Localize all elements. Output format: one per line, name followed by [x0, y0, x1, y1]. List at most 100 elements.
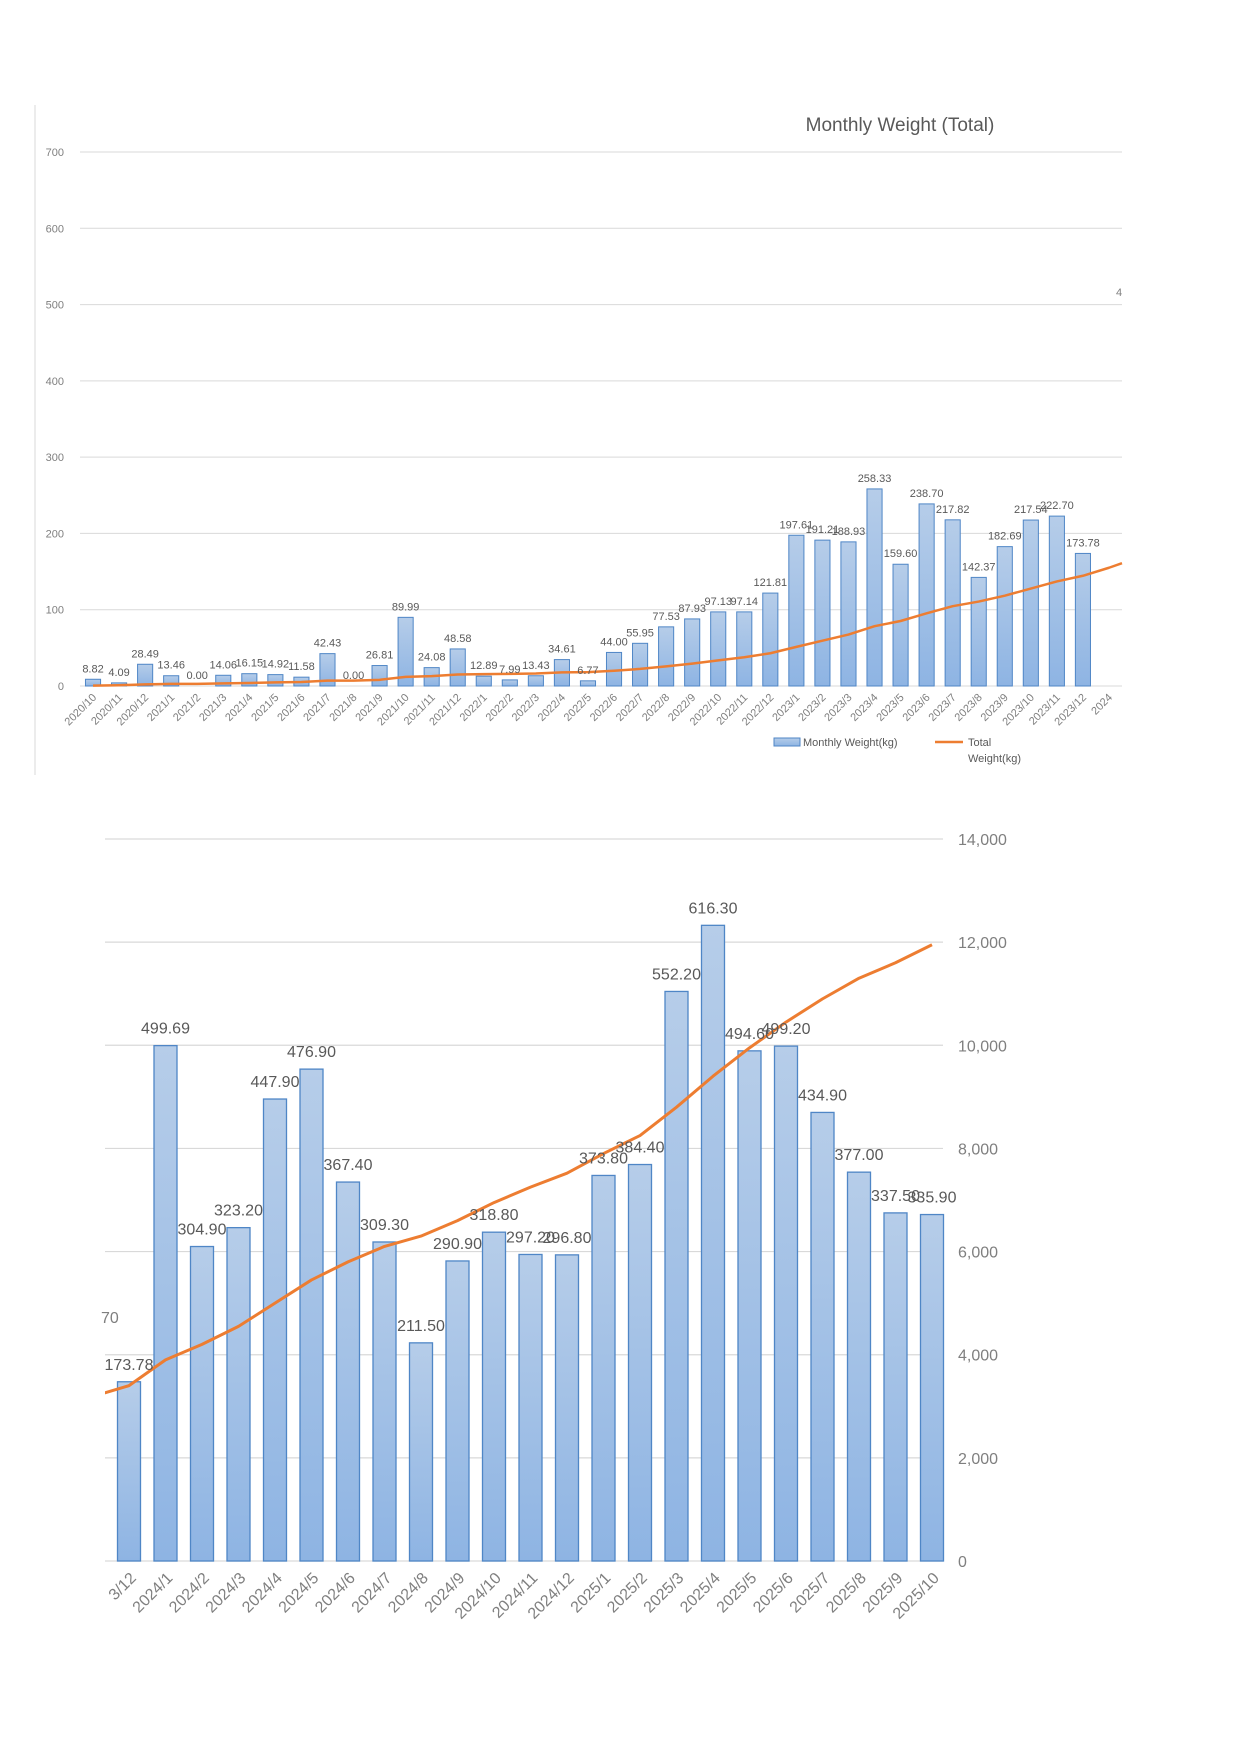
- bar: [527, 675, 544, 687]
- y-tick-label: 100: [46, 605, 64, 617]
- data-label: 26.81: [366, 650, 394, 662]
- data-label: 188.93: [832, 526, 866, 538]
- x-tick-label: 2022/3: [510, 692, 542, 724]
- data-label: 121.81: [753, 577, 787, 589]
- x-tick-label: 2021/1: [145, 692, 177, 724]
- x-tick-label: 2022/4: [536, 692, 568, 724]
- bar: [371, 665, 388, 687]
- y-tick-label: 600: [46, 223, 64, 235]
- data-label: 222.70: [1040, 500, 1074, 512]
- y-tick-label-right: 8,000: [958, 1141, 998, 1158]
- data-label: 55.95: [626, 627, 654, 639]
- bar: [1048, 515, 1065, 687]
- data-label: 6.77: [577, 665, 598, 677]
- bar: [883, 1212, 908, 1562]
- data-label: 42.43: [314, 638, 342, 650]
- bar: [335, 1181, 361, 1562]
- x-tick-label: 2023/6: [900, 692, 932, 724]
- bar: [918, 503, 935, 687]
- chart1-cut-label: 4: [1116, 287, 1122, 299]
- y-tick-label: 400: [46, 376, 64, 388]
- total-weight-line: [105, 943, 933, 1395]
- x-tick-label: 2021/4: [223, 692, 255, 724]
- x-tick-label: 2023/8: [953, 692, 985, 724]
- data-label: 159.60: [884, 548, 918, 560]
- x-tick-label: 2024/8: [385, 1570, 432, 1617]
- bar: [1074, 552, 1091, 687]
- y-tick-label-right: 12,000: [958, 935, 1007, 952]
- bar: [116, 1381, 142, 1562]
- data-label: 447.90: [251, 1074, 300, 1091]
- bar: [700, 924, 726, 1562]
- x-tick-label: 2023/5: [874, 692, 906, 724]
- data-label: 12.89: [470, 660, 498, 672]
- bar: [299, 1068, 324, 1562]
- data-label: 11.58: [288, 661, 315, 673]
- legend-bar-swatch: [773, 737, 801, 747]
- data-label: 34.61: [548, 644, 576, 656]
- data-label: 182.69: [988, 531, 1022, 543]
- data-label: 77.53: [652, 611, 680, 623]
- x-tick-label: 2025/4: [677, 1570, 724, 1617]
- x-tick-label: 2024/5: [276, 1570, 323, 1617]
- x-tick-label: 2021/3: [197, 692, 229, 724]
- bar: [892, 563, 909, 687]
- bar: [408, 1342, 434, 1562]
- x-tick-label: 2022/7: [614, 692, 646, 724]
- bar: [658, 626, 675, 687]
- data-label: 24.08: [418, 652, 446, 664]
- data-label: 0.00: [343, 670, 364, 682]
- y-tick-label: 700: [46, 147, 64, 159]
- bar: [814, 539, 831, 687]
- data-label: 309.30: [360, 1217, 409, 1234]
- data-label: 616.30: [689, 900, 738, 917]
- x-tick-label: 2024/1: [130, 1570, 177, 1617]
- data-label: 211.50: [397, 1318, 445, 1335]
- bar: [319, 653, 336, 687]
- x-tick-label: 2021/8: [327, 692, 359, 724]
- data-label: 384.40: [616, 1140, 665, 1157]
- y-tick-label-right: 0: [958, 1554, 967, 1571]
- bar: [970, 576, 987, 687]
- data-label: 499.69: [141, 1021, 190, 1038]
- y-tick-label: 200: [46, 528, 64, 540]
- x-tick-label: 2022/2: [484, 692, 516, 724]
- data-label: 434.90: [798, 1087, 847, 1104]
- data-label: 16.15: [236, 658, 264, 670]
- data-label: 552.20: [652, 966, 701, 983]
- x-tick-label: 2022/1: [458, 692, 490, 724]
- x-tick-label: 2025/7: [787, 1570, 834, 1617]
- bar: [226, 1226, 251, 1562]
- data-label: 7.99: [499, 664, 520, 676]
- data-label: 13.43: [522, 660, 550, 672]
- x-tick-label: 2024/4: [239, 1570, 286, 1617]
- bar: [773, 1045, 799, 1562]
- bar: [449, 648, 466, 687]
- bar: [189, 1245, 215, 1562]
- x-tick-label: 2023/1: [770, 692, 802, 724]
- data-label: 217.54: [1014, 504, 1048, 516]
- x-tick-label: 2021/2: [171, 692, 203, 724]
- y-tick-label-right: 14,000: [958, 832, 1007, 849]
- bar: [554, 1254, 580, 1562]
- data-label: 14.06: [210, 659, 238, 671]
- data-label: 367.40: [324, 1157, 373, 1174]
- bar: [684, 618, 701, 687]
- data-label: 173.78: [105, 1357, 154, 1374]
- data-label: 4.09: [108, 667, 129, 679]
- data-label: 337.50: [871, 1188, 920, 1205]
- bar: [627, 1163, 653, 1562]
- x-tick-label: 2025/8: [823, 1570, 870, 1617]
- data-label: 297.20: [506, 1229, 555, 1246]
- bar: [919, 1213, 945, 1562]
- bar: [591, 1174, 616, 1562]
- chart-monthly-weight-2020-2024: Monthly Weight (Total) 0 100 200 300 400 500 6…: [34, 105, 1123, 775]
- bar: [664, 990, 689, 1562]
- bar: [137, 663, 154, 687]
- bar: [840, 541, 857, 687]
- bar: [710, 611, 727, 687]
- legend-total-label-line1: Total: [968, 737, 991, 749]
- legend-monthly-label: Monthly Weight(kg): [803, 737, 898, 749]
- data-label: 377.00: [835, 1147, 884, 1164]
- y-tick-label-right: 10,000: [958, 1038, 1007, 1055]
